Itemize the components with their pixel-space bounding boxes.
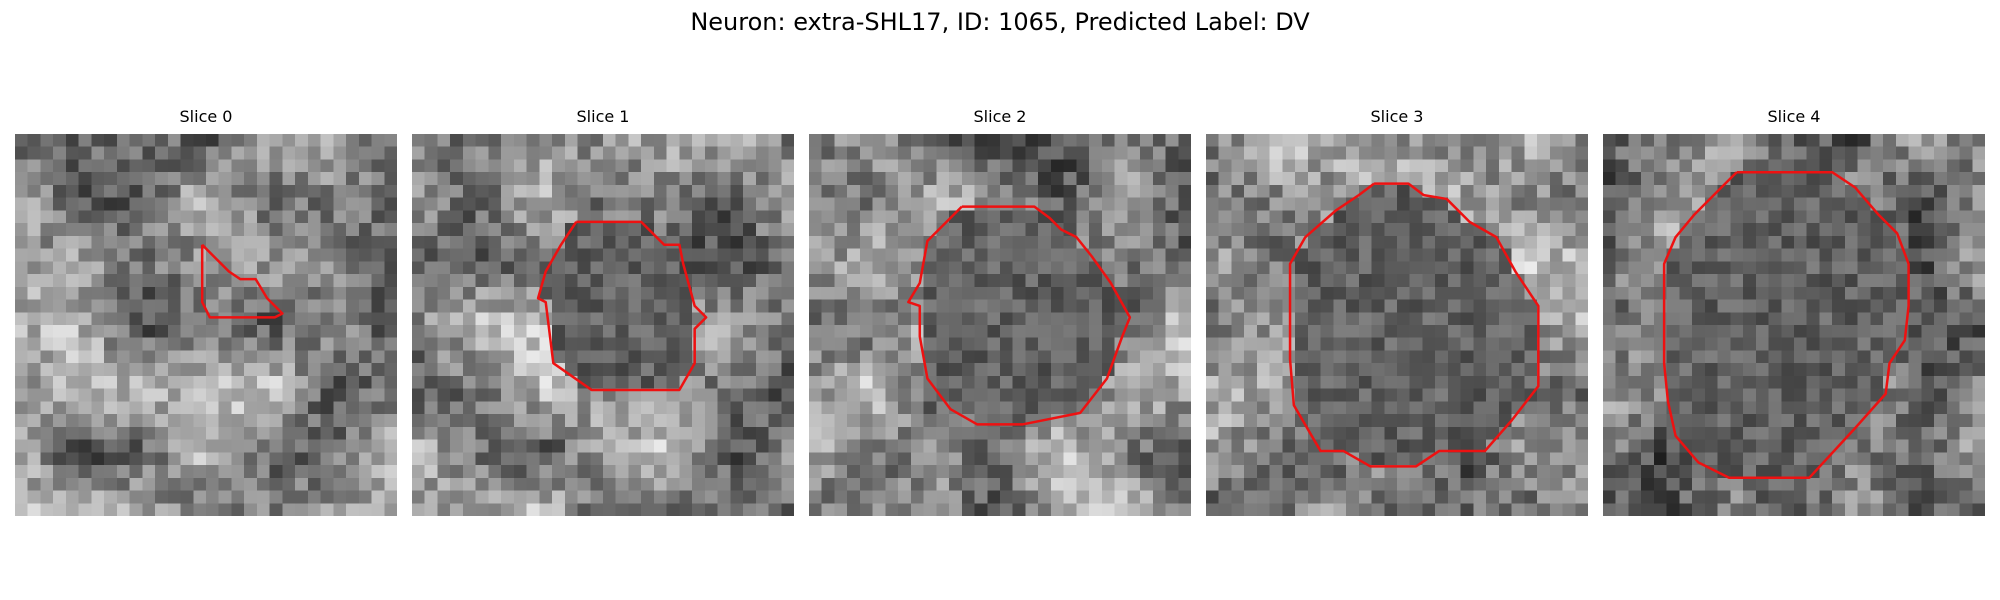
slice-image-2 [809, 134, 1191, 516]
slice-image-0-pixels [15, 134, 397, 516]
slice-contour-2-layer [809, 134, 1191, 516]
slice-image-4 [1603, 134, 1985, 516]
slice-title-3: Slice 3 [1370, 107, 1424, 126]
slice-contour-0-layer [15, 134, 397, 516]
slice-title-1: Slice 1 [576, 107, 630, 126]
slice-image-3-pixels [1206, 134, 1588, 516]
slice-contour-0 [202, 245, 282, 318]
slice-contour-3 [1290, 184, 1538, 467]
figure-title: Neuron: extra-SHL17, ID: 1065, Predicted… [690, 8, 1310, 36]
slice-panel-2: Slice 2 [809, 107, 1191, 127]
slice-panel-3: Slice 3 [1206, 107, 1588, 127]
slice-title-4: Slice 4 [1767, 107, 1821, 126]
slice-contour-4-layer [1603, 134, 1985, 516]
slice-title-2: Slice 2 [973, 107, 1027, 126]
slice-contour-1 [538, 222, 706, 390]
slice-contour-3-layer [1206, 134, 1588, 516]
slice-contour-1-layer [412, 134, 794, 516]
slice-panel-1: Slice 1 [412, 107, 794, 127]
slice-image-1 [412, 134, 794, 516]
slice-image-0 [15, 134, 397, 516]
slice-image-4-pixels [1603, 134, 1985, 516]
slice-title-0: Slice 0 [179, 107, 233, 126]
slice-panel-0: Slice 0 [15, 107, 397, 127]
slice-panel-4: Slice 4 [1603, 107, 1985, 127]
slice-contour-2 [908, 207, 1130, 425]
slice-image-1-pixels [412, 134, 794, 516]
slice-contour-4 [1664, 172, 1908, 478]
slice-image-3 [1206, 134, 1588, 516]
